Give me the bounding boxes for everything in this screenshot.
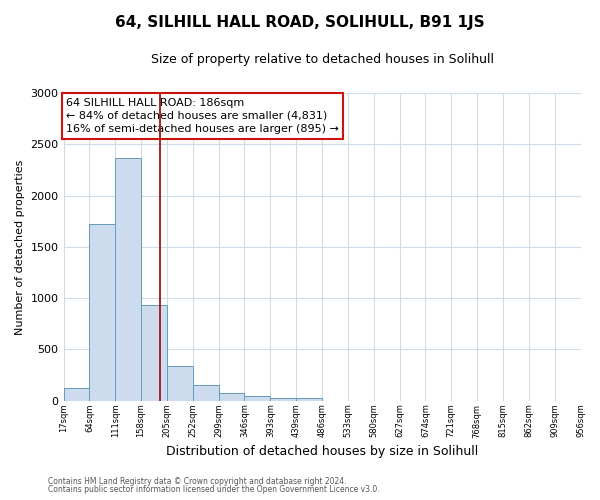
X-axis label: Distribution of detached houses by size in Solihull: Distribution of detached houses by size … bbox=[166, 444, 478, 458]
Text: Contains public sector information licensed under the Open Government Licence v3: Contains public sector information licen… bbox=[48, 485, 380, 494]
Bar bbox=[141, 306, 167, 401]
Title: Size of property relative to detached houses in Solihull: Size of property relative to detached ho… bbox=[151, 52, 494, 66]
Text: Contains HM Land Registry data © Crown copyright and database right 2024.: Contains HM Land Registry data © Crown c… bbox=[48, 477, 347, 486]
Bar bbox=[167, 366, 193, 401]
Bar bbox=[296, 398, 322, 401]
Bar bbox=[193, 386, 218, 401]
Y-axis label: Number of detached properties: Number of detached properties bbox=[15, 159, 25, 334]
Bar bbox=[64, 388, 89, 401]
Bar bbox=[218, 392, 244, 401]
Bar bbox=[115, 158, 141, 401]
Bar bbox=[244, 396, 271, 401]
Bar bbox=[271, 398, 296, 401]
Text: 64, SILHILL HALL ROAD, SOLIHULL, B91 1JS: 64, SILHILL HALL ROAD, SOLIHULL, B91 1JS bbox=[115, 15, 485, 30]
Text: 64 SILHILL HALL ROAD: 186sqm
← 84% of detached houses are smaller (4,831)
16% of: 64 SILHILL HALL ROAD: 186sqm ← 84% of de… bbox=[66, 98, 339, 134]
Bar bbox=[89, 224, 115, 401]
